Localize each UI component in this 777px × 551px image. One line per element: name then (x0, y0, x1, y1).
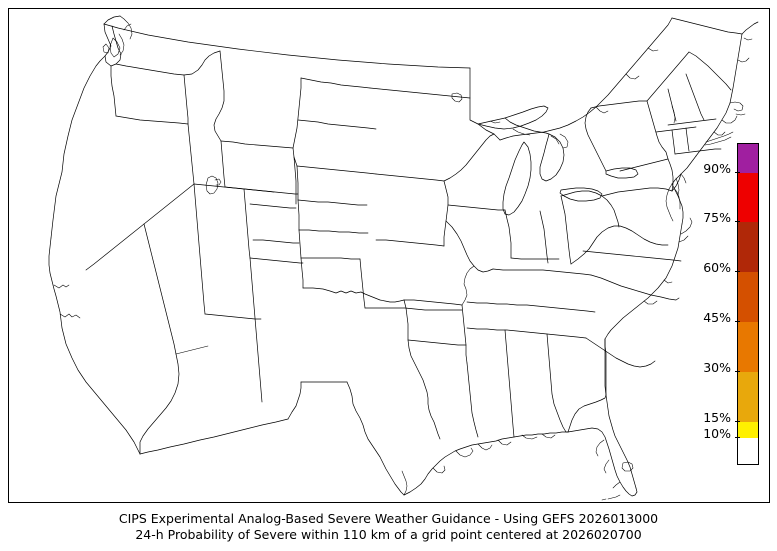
colorbar-tick-label-30: 30% (703, 360, 731, 375)
colorbar-tick-mark-10 (735, 437, 740, 438)
colorbar-tick-30: 30% (640, 361, 740, 374)
colorbar-tick-mark-45 (735, 321, 740, 322)
colorbar-tick-75: 75% (640, 211, 740, 224)
colorbar-tick-label-45: 45% (703, 310, 731, 325)
colorbar-tick-mark-90 (735, 172, 740, 173)
caption-line-2: 24-h Probability of Severe within 110 km… (135, 527, 642, 542)
colorbar-band-45-to-60 (738, 272, 758, 322)
colorbar-tick-axis: 90% 75% 60% 45% 30% 15% 10% (640, 130, 740, 480)
colorbar-tick-45: 45% (640, 311, 740, 324)
colorbar-tick-mark-30 (735, 371, 740, 372)
map-panel[interactable] (8, 8, 770, 503)
colorbar-tick-label-15: 15% (703, 410, 731, 425)
colorbar-band-75-to-90 (738, 173, 758, 222)
colorbar-tick-label-75: 75% (703, 210, 731, 225)
colorbar-band-10-to-15 (738, 422, 758, 438)
figure-caption: CIPS Experimental Analog-Based Severe We… (0, 511, 777, 543)
colorbar-tick-60: 60% (640, 261, 740, 274)
colorbar-tick-mark-15 (735, 421, 740, 422)
colorbar-band-30-to-45 (738, 322, 758, 372)
colorbar-tick-mark-60 (735, 271, 740, 272)
probability-colorbar[interactable] (737, 143, 759, 465)
colorbar-tick-label-60: 60% (703, 260, 731, 275)
colorbar-tick-mark-75 (735, 221, 740, 222)
us-map-outlines (8, 8, 770, 501)
colorbar-band-below-10 (738, 438, 758, 464)
colorbar-tick-label-90: 90% (703, 161, 731, 176)
colorbar-band-15-to-30 (738, 372, 758, 422)
colorbar-band-60-to-75 (738, 222, 758, 272)
colorbar-tick-15: 15% (640, 411, 740, 424)
colorbar-band-above-90 (738, 144, 758, 173)
colorbar-tick-10: 10% (640, 427, 740, 440)
caption-line-1: CIPS Experimental Analog-Based Severe We… (118, 511, 659, 526)
colorbar-tick-90: 90% (640, 162, 740, 175)
colorbar-tick-label-10: 10% (703, 426, 731, 441)
